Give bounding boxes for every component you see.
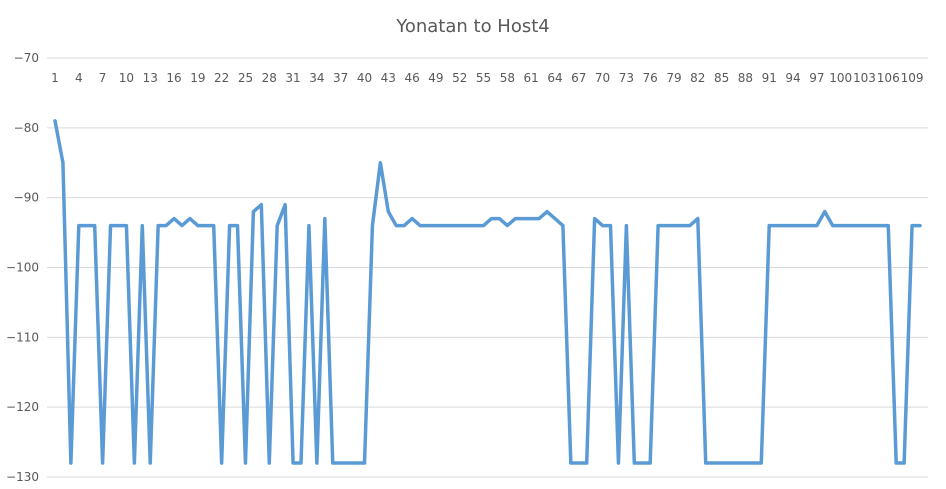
x-tick-label: 64 [547,71,562,85]
x-tick-label: 31 [285,71,300,85]
y-tick-label: −120 [6,400,39,414]
x-tick-label: 10 [119,71,134,85]
series-layer [53,119,922,465]
x-tick-label: 85 [714,71,729,85]
y-tick-label: −130 [6,470,39,484]
y-tick-label: −80 [14,121,39,135]
y-tick-label: −110 [6,330,39,344]
x-tick-label: 25 [238,71,253,85]
x-tick-label: 106 [877,71,900,85]
x-tick-label: 34 [309,71,324,85]
x-tick-label: 103 [853,71,876,85]
x-tick-label: 109 [901,71,924,85]
x-tick-label: 82 [690,71,705,85]
x-tick-label: 13 [143,71,158,85]
x-tick-label: 49 [428,71,443,85]
y-tick-label: −70 [14,51,39,65]
x-tick-label: 43 [381,71,396,85]
x-tick-label: 94 [785,71,800,85]
x-tick-label: 79 [666,71,681,85]
x-tick-label: 88 [738,71,753,85]
x-tick-label: 40 [357,71,372,85]
y-tick-label: −90 [14,191,39,205]
x-tick-label: 1 [51,71,59,85]
y-tick-label: −100 [6,261,39,275]
x-axis-labels: 1 4 7 10 13 16 19 22 25 28 31 34 37 40 43 46 49 52 55 58 61 6… [51,71,923,85]
x-tick-label: 22 [214,71,229,85]
x-tick-label: 76 [643,71,658,85]
x-tick-label: 28 [262,71,277,85]
x-tick-label: 91 [762,71,777,85]
x-tick-label: 55 [476,71,491,85]
x-tick-label: 100 [829,71,852,85]
x-tick-label: 61 [524,71,539,85]
x-tick-label: 67 [571,71,586,85]
x-tick-label: 16 [166,71,181,85]
x-tick-label: 19 [190,71,205,85]
x-tick-label: 7 [99,71,107,85]
chart-title: Yonatan to Host4 [395,16,550,37]
x-tick-label: 46 [404,71,419,85]
x-tick-label: 73 [619,71,634,85]
grid [47,57,928,478]
x-tick-label: 37 [333,71,348,85]
series-line [53,119,922,465]
x-tick-label: 70 [595,71,610,85]
x-tick-label: 4 [75,71,83,85]
x-tick-label: 97 [809,71,824,85]
x-tick-label: 52 [452,71,467,85]
y-axis-labels: −70 −80 −90 −100 −110 −120 −130 [6,51,39,484]
x-tick-label: 58 [500,71,515,85]
